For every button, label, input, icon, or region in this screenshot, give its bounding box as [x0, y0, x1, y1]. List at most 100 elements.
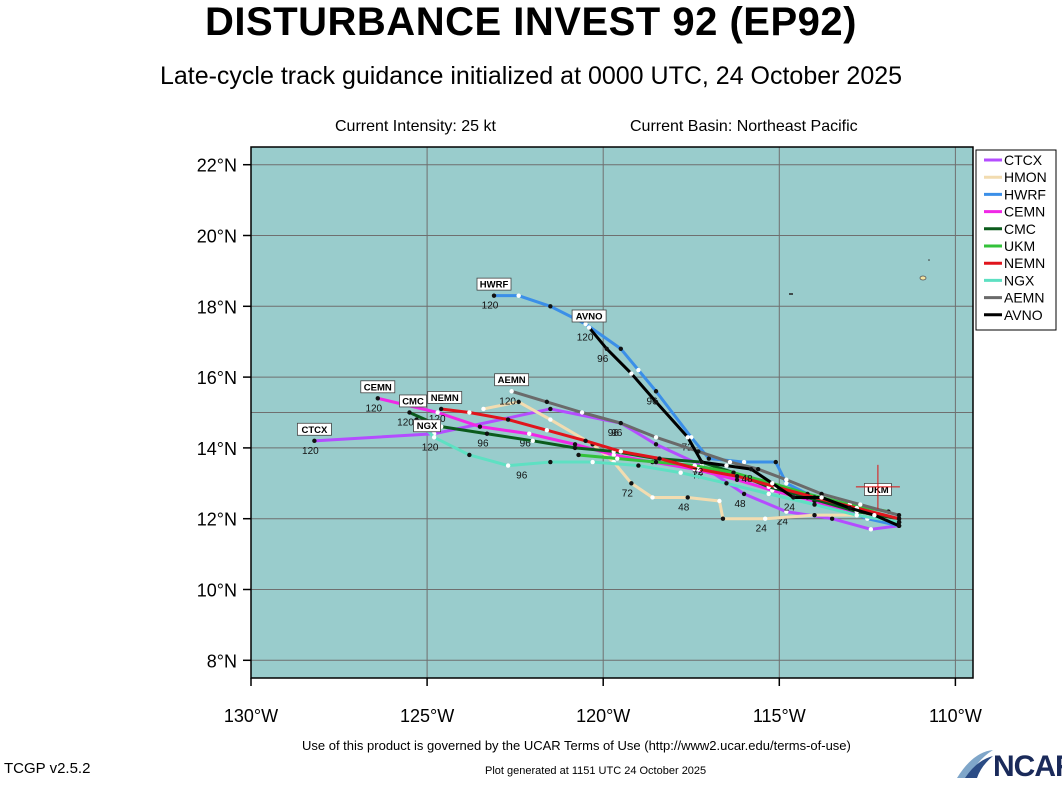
model-tag-box — [296, 422, 332, 436]
track-point — [657, 456, 662, 461]
y-tick-label: 16°N — [197, 368, 237, 388]
x-tick-label: 120°W — [576, 706, 630, 726]
version-label: TCGP v2.5.2 — [4, 760, 91, 777]
track-point — [530, 438, 535, 444]
y-tick-label: 14°N — [197, 439, 237, 459]
forecast-hour-label: 96 — [477, 439, 489, 450]
model-tag-label: CMC — [402, 396, 424, 407]
x-tick-label: 110°W — [929, 706, 982, 726]
terms-of-use: Use of this product is governed by the U… — [302, 738, 851, 753]
track-hmon: 24 48 72 — [481, 399, 902, 535]
track-point — [611, 452, 616, 458]
y-tick-label: 8°N — [207, 651, 237, 671]
track-point — [583, 321, 588, 327]
forecast-hour-label: 24 — [756, 524, 768, 535]
plot-frame — [250, 146, 974, 679]
track-point — [872, 512, 877, 518]
track-point — [548, 417, 553, 422]
track-point — [618, 449, 624, 454]
x-tick-label: 115°W — [753, 706, 806, 726]
track-point — [572, 445, 578, 451]
track-point — [653, 459, 659, 465]
model-tag-box — [571, 309, 607, 323]
forecast-hour-label: 24 — [784, 502, 796, 513]
ncar-swoosh-icon — [957, 750, 993, 778]
axes: 130°W 125°W 120°W 115°W 110°W 8°N 10°N 12°N 14°N… — [197, 146, 982, 726]
forecast-hour-label: 120 — [422, 442, 439, 453]
land-features — [789, 259, 930, 295]
track-point — [791, 495, 796, 500]
model-tag-label: NEMN — [431, 393, 459, 404]
forecast-hour-label: 72 — [622, 488, 634, 499]
track-point — [548, 304, 553, 309]
track-line — [483, 400, 900, 524]
legend-label-hmon: HMON — [1004, 169, 1047, 185]
forecast-hour-label: 48 — [678, 502, 690, 513]
legend-box — [975, 149, 1057, 331]
track-point — [544, 399, 550, 405]
y-tick-label: 20°N — [197, 227, 237, 247]
track-point — [484, 431, 490, 436]
track-point — [312, 438, 317, 444]
track-point — [544, 428, 550, 433]
track-point — [615, 456, 620, 461]
forecast-hour-label: 96 — [646, 396, 658, 407]
track-point — [854, 512, 859, 518]
forecast-hour-label: 120 — [577, 333, 594, 344]
track-point — [467, 410, 472, 415]
track-point — [650, 495, 655, 500]
track-point — [819, 495, 824, 500]
forecast-hour-label: 96 — [516, 471, 528, 482]
track-point — [896, 512, 902, 518]
island-icon — [919, 275, 927, 281]
chart-subtitle: Late-cycle track guidance initialized at… — [159, 62, 903, 90]
island-icon — [928, 259, 930, 261]
legend-label-hwrf: HWRF — [1004, 186, 1046, 202]
track-point — [696, 466, 701, 472]
track-point — [548, 406, 553, 412]
track-point — [629, 371, 634, 376]
track-point — [731, 470, 736, 475]
track-point — [636, 463, 641, 468]
track-point — [784, 481, 789, 486]
model-tag-label: HWRF — [480, 280, 509, 291]
chart-title: DISTURBANCE INVEST 92 (EP92) — [205, 0, 857, 44]
model-tag-label: AEMN — [498, 375, 526, 386]
forecast-hour-label: 48 — [735, 499, 747, 510]
track-point — [583, 438, 588, 444]
track-point — [868, 527, 874, 532]
model-tag-box — [360, 380, 396, 394]
track-point — [653, 442, 659, 447]
track-point — [653, 389, 659, 394]
track-point — [481, 406, 486, 412]
track-point — [784, 477, 789, 482]
track-point — [685, 435, 690, 440]
track-point — [766, 491, 771, 497]
track-point — [618, 420, 624, 426]
track-point — [636, 367, 641, 373]
legend-label-avno: AVNO — [1004, 307, 1043, 323]
track-point — [653, 399, 659, 405]
track-point — [467, 452, 472, 458]
track-point — [685, 495, 690, 500]
forecast-hour-label: 120 — [499, 396, 516, 407]
forecast-hour-label: 24 — [777, 517, 789, 528]
forecast-hour-label: 48 — [742, 474, 754, 485]
track-point — [375, 396, 380, 401]
track-point — [576, 452, 581, 458]
y-tick-label: 12°N — [197, 510, 237, 530]
forecast-hour-label: 120 — [365, 403, 382, 414]
track-point — [734, 474, 740, 479]
plot-generated: Plot generated at 1151 UTC 24 October 20… — [485, 765, 707, 777]
track-point — [741, 459, 747, 465]
x-tick-label: 125°W — [400, 706, 454, 726]
track-point — [784, 509, 789, 514]
track-point — [727, 459, 733, 465]
track-point — [812, 512, 817, 518]
track-point — [699, 459, 705, 465]
track-point — [717, 498, 722, 504]
legend-label-nemn: NEMN — [1004, 255, 1045, 271]
